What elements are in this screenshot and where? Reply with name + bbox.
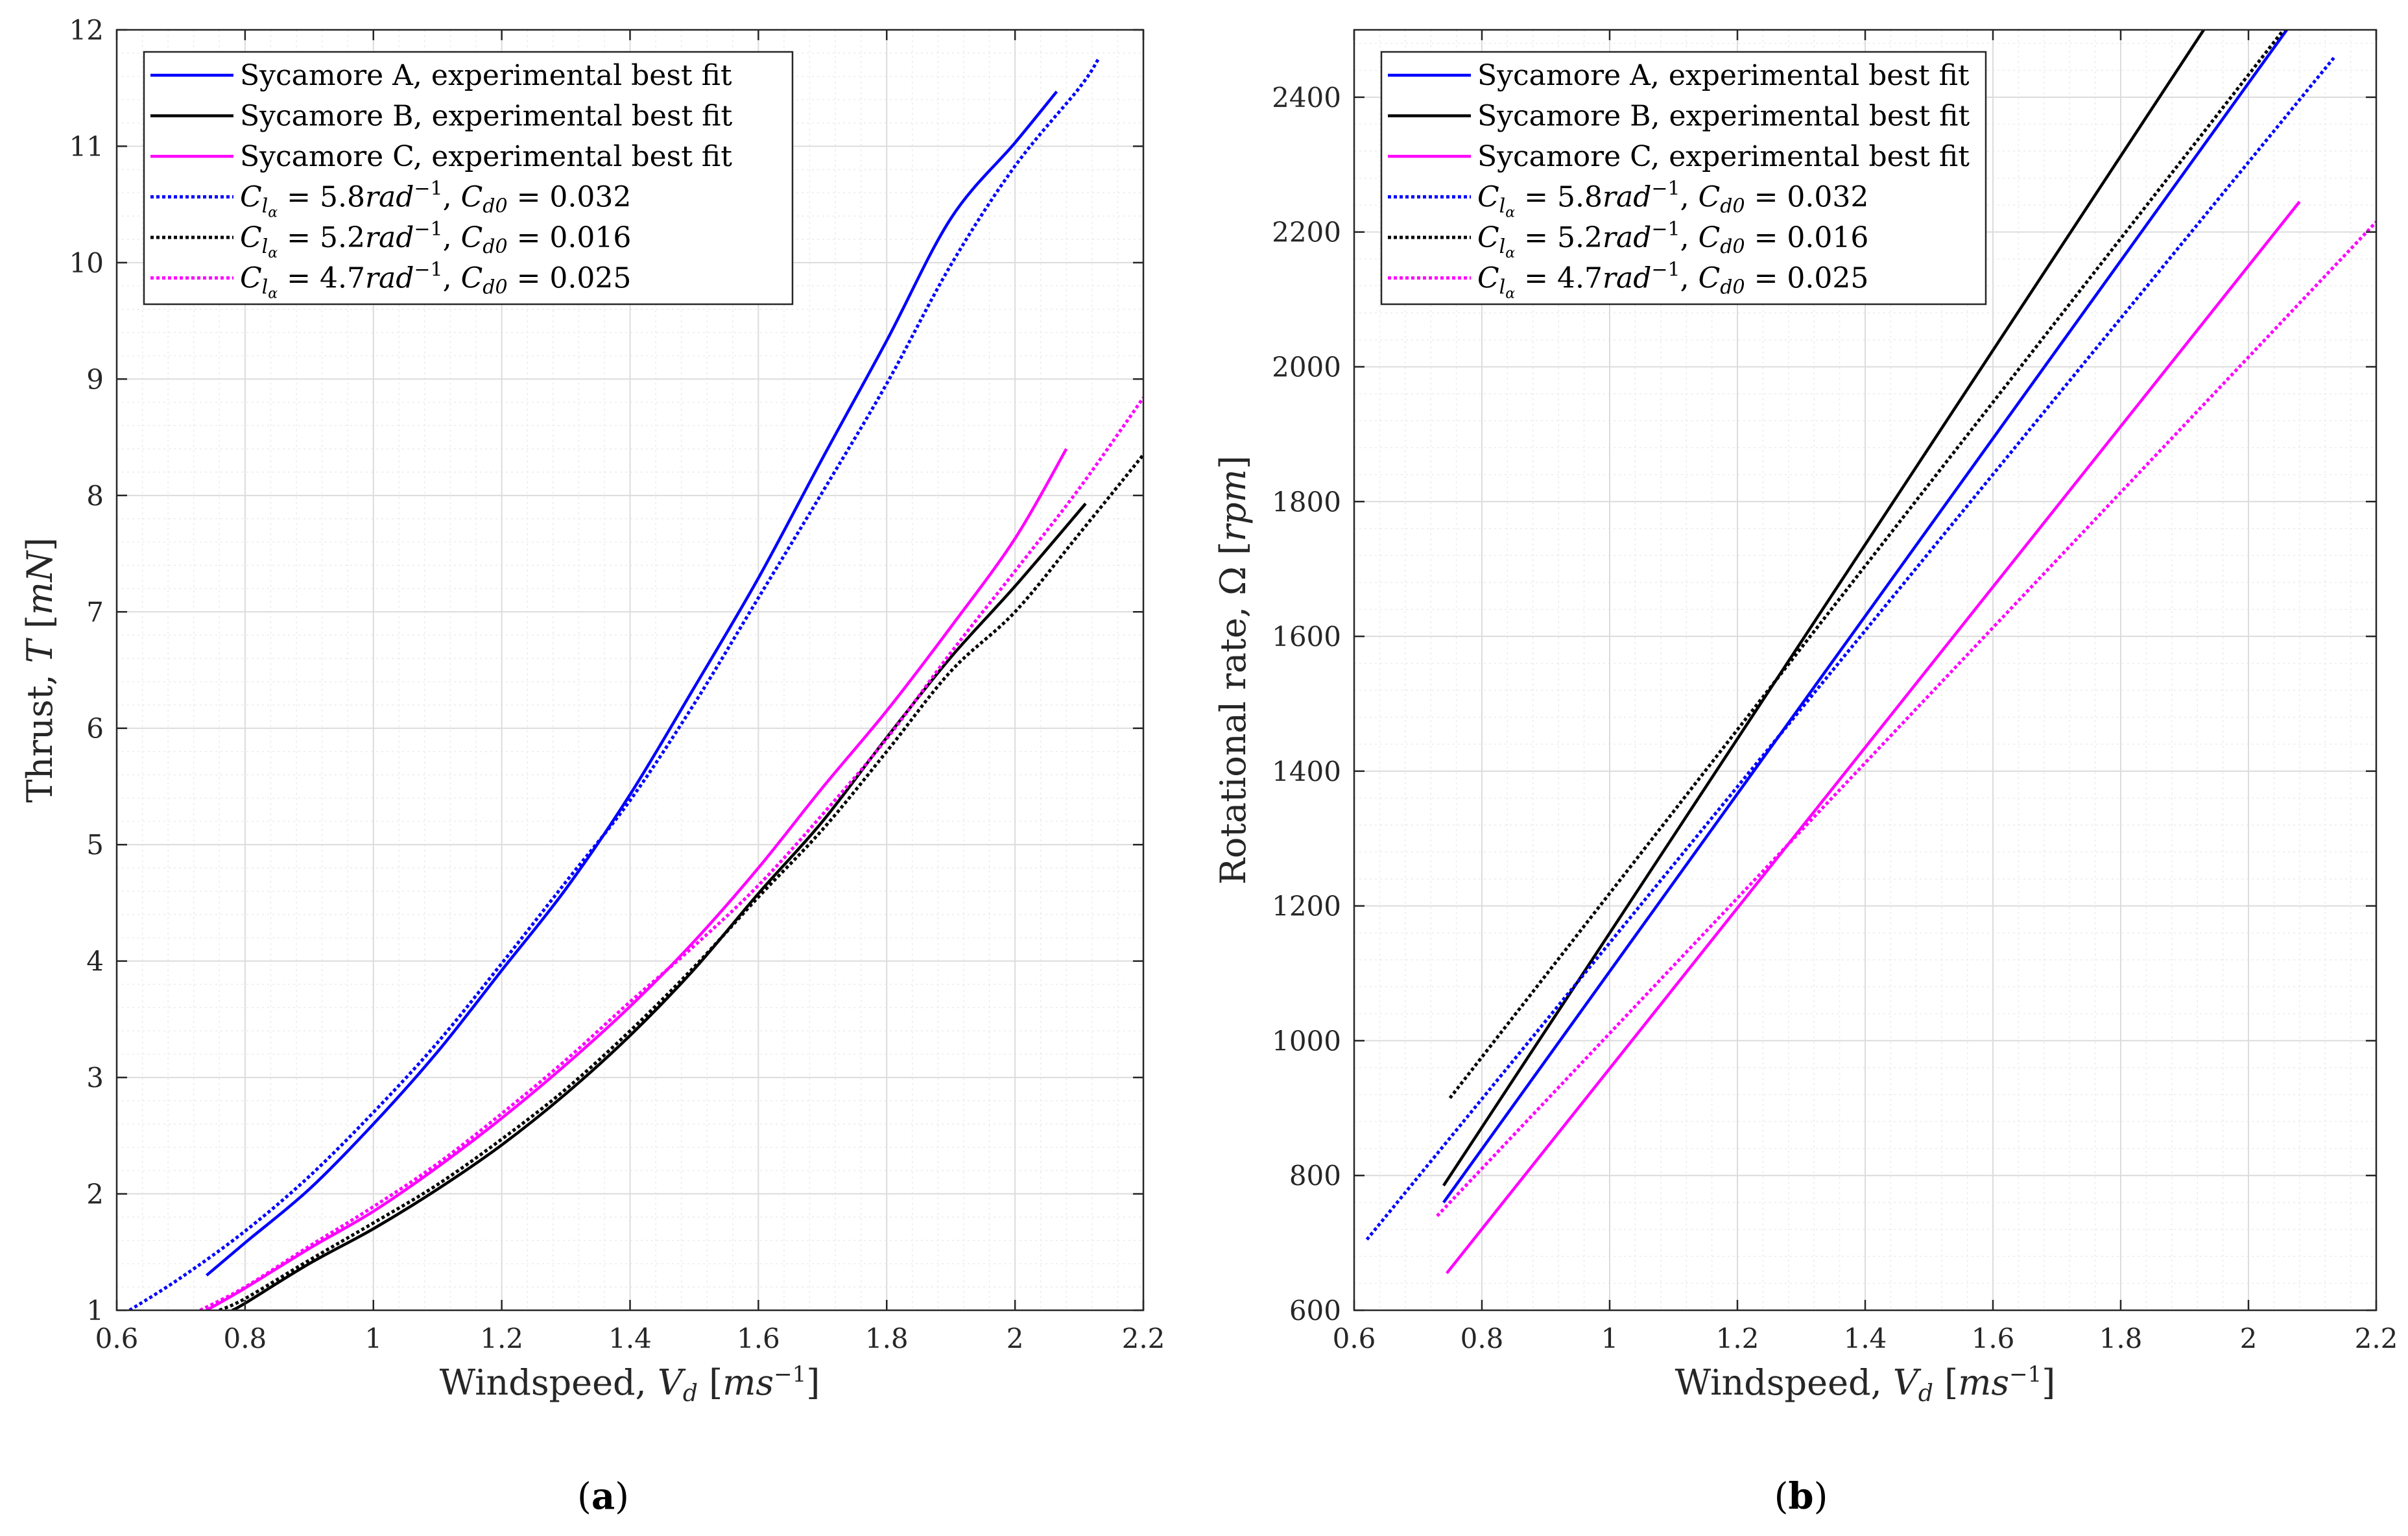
y-tick-label: 1600	[1272, 621, 1341, 653]
y-tick-label: 1	[86, 1295, 104, 1326]
legend-label: Sycamore B, experimental best fit	[240, 100, 732, 133]
y-tick-label: 2	[86, 1179, 104, 1210]
legend: Sycamore A, experimental best fit Sycamor…	[1380, 51, 1987, 306]
thrust-chart: 0.6 0.8 1 1.2 1.4 1.6 1.8 2 2.2 123456789101112 …	[19, 14, 1165, 1518]
y-tick-label: 3	[86, 1062, 104, 1094]
y-tick-label: 2200	[1272, 217, 1341, 248]
series-line-4	[128, 58, 1100, 1310]
x-tick-label: 0.6	[1333, 1323, 1376, 1354]
y-axis-label: Thrust, T [mN]	[19, 538, 60, 803]
legend-label: Clα = 5.2rad−1, Cd0 = 0.016	[240, 218, 631, 261]
x-tick-label: 0.6	[95, 1323, 139, 1354]
series-line-1	[206, 90, 1058, 1277]
y-tick-label: 5	[86, 829, 104, 861]
y-tick-label: 6	[86, 713, 104, 745]
x-tick-label: 1	[1601, 1323, 1619, 1354]
y-tick-label: 7	[86, 596, 104, 628]
legend-label: Sycamore C, experimental best fit	[240, 140, 732, 173]
series-line-2	[1442, 30, 2205, 1187]
legend-label: Sycamore A, experimental best fit	[240, 59, 732, 92]
y-tick-label: 2400	[1272, 82, 1341, 114]
legend-label: Clα = 5.8rad−1, Cd0 = 0.032	[240, 178, 631, 221]
x-axis-label: Windspeed, Vd [ms−1]	[440, 1362, 820, 1407]
legend-label: Sycamore B, experimental best fit	[1477, 100, 1970, 133]
series-line-5	[219, 453, 1143, 1310]
y-tick-label: 600	[1289, 1295, 1341, 1326]
series-line-5	[1448, 30, 2285, 1099]
legend-label: Sycamore A, experimental best fit	[1477, 59, 1970, 92]
series-line-4	[1365, 55, 2336, 1241]
x-tick-label: 2	[2240, 1323, 2258, 1354]
legend-label: Clα = 4.7rad−1, Cd0 = 0.025	[240, 259, 631, 302]
caption-a: (a)	[577, 1475, 629, 1518]
y-tick-label: 11	[69, 130, 104, 162]
y-tick-label: 8	[86, 480, 104, 512]
x-tick-label: 1.2	[1716, 1323, 1759, 1354]
x-tick-label: 1.2	[480, 1323, 523, 1354]
legend-label: Sycamore C, experimental best fit	[1477, 140, 1970, 173]
y-tick-label: 1200	[1272, 891, 1341, 922]
series-line-3	[1446, 200, 2301, 1275]
x-tick-label: 1.6	[737, 1323, 780, 1354]
x-tick-label: 1	[364, 1323, 382, 1354]
x-tick-label: 2.2	[2355, 1323, 2398, 1354]
y-tick-label: 2000	[1272, 351, 1341, 383]
x-axis-label: Windspeed, Vd [ms−1]	[1675, 1362, 2056, 1407]
legend-box	[1380, 51, 1987, 306]
x-tick-label: 2	[1007, 1323, 1024, 1354]
series-line-3	[206, 448, 1068, 1310]
y-axis-label: Rotational rate, Ω [rpm]	[1213, 455, 1254, 885]
y-tick-label: 9	[86, 363, 104, 395]
series-line-6	[1436, 221, 2376, 1218]
legend-label: Clα = 5.2rad−1, Cd0 = 0.016	[1477, 218, 1868, 261]
x-tick-label: 1.4	[608, 1323, 652, 1354]
x-tick-label: 2.2	[1122, 1323, 1165, 1354]
caption-letter-b: b	[1788, 1475, 1813, 1518]
y-tick-label: 10	[69, 247, 104, 279]
caption-letter-a: a	[591, 1475, 615, 1518]
series-line-6	[199, 396, 1143, 1310]
legend-label: Clα = 4.7rad−1, Cd0 = 0.025	[1477, 259, 1868, 302]
y-tick-label: 4	[86, 946, 104, 978]
x-tick-label: 1.4	[1844, 1323, 1887, 1354]
x-tick-label: 1.8	[865, 1323, 909, 1354]
rotational-rate-chart: 0.6 0.8 1 1.2 1.4 1.6 1.8 2 2.2 600 800 1000 1200 14…	[1213, 29, 2398, 1518]
series-line-2	[232, 502, 1087, 1310]
y-tick-label: 1000	[1272, 1025, 1341, 1057]
legend-label: Clα = 5.8rad−1, Cd0 = 0.032	[1477, 178, 1868, 221]
legend: Sycamore A, experimental best fit Sycamor…	[143, 51, 794, 306]
series-line-1	[1442, 30, 2288, 1204]
x-tick-label: 1.6	[1972, 1323, 2015, 1354]
y-tick-label: 1800	[1272, 486, 1341, 518]
x-tick-label: 1.8	[2099, 1323, 2143, 1354]
x-tick-label: 0.8	[223, 1323, 267, 1354]
y-tick-label: 1400	[1272, 756, 1341, 787]
caption-b: (b)	[1774, 1475, 1828, 1518]
y-tick-label: 800	[1289, 1160, 1341, 1192]
legend-box	[143, 51, 794, 306]
y-tick-label: 12	[69, 14, 104, 46]
x-tick-label: 0.8	[1460, 1323, 1504, 1354]
